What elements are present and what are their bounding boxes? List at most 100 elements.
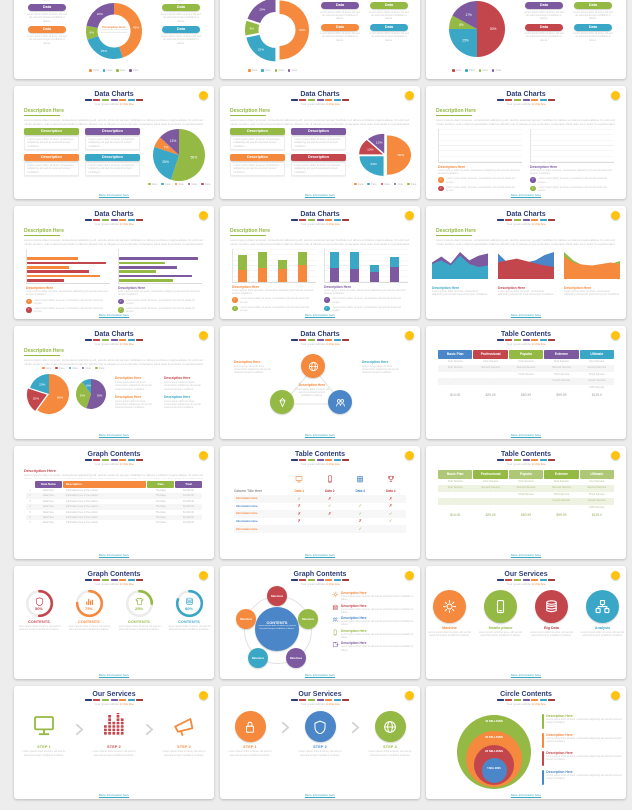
slide-thumbnail-17[interactable]: Graph Contents Your great subtitle in thi… — [220, 566, 420, 679]
slide-thumbnail-11[interactable]: Data Charts Your great subtitle in this l… — [220, 326, 420, 439]
data-pill[interactable]: Data — [321, 2, 359, 9]
description-list-item: Description Here Lorem ipsum dolor sit am… — [332, 641, 416, 651]
slide-thumbnail-14[interactable]: Table Contents Your great subtitle in thi… — [220, 446, 420, 559]
description-card[interactable]: Description Lorem ipsum dolor sit amet, c… — [230, 127, 285, 150]
service-item: Big Data Lorem ipsum dolor sit amet, elit… — [530, 590, 573, 643]
legend-item: Data — [161, 183, 171, 186]
service-item: Mobile phone Lorem ipsum dolor sit amet, … — [479, 590, 522, 643]
slide-thumbnail-7[interactable]: Data Charts Your great subtitle in this l… — [14, 206, 214, 319]
slide-footer-link[interactable]: More information here — [98, 792, 130, 797]
slide-footer-link[interactable]: More information here — [510, 432, 542, 437]
description-card[interactable]: Description Lorem ipsum dolor sit amet, c… — [24, 127, 79, 150]
slide-footer-link[interactable]: More information here — [98, 192, 130, 197]
legend-list-item: Description Here Lorem ipsum dolor sit am… — [542, 751, 622, 766]
data-pill[interactable]: Data — [28, 3, 66, 11]
svg-text:20%: 20% — [259, 8, 265, 12]
slide-corner-badge — [611, 91, 620, 100]
slide-footer-link[interactable]: More information here — [98, 432, 130, 437]
data-pill[interactable]: Data — [370, 2, 408, 9]
slide-corner-badge — [611, 451, 620, 460]
description-card[interactable]: Description Lorem ipsum dolor sit amet, c… — [291, 153, 346, 176]
heading-underline — [436, 114, 472, 117]
table-corner-label: Column Title Here — [234, 489, 263, 494]
svg-text:8%: 8% — [90, 30, 95, 34]
slide-footer-link[interactable]: More information here — [304, 432, 336, 437]
slide-title: Data Charts — [506, 90, 546, 98]
svg-text:8%: 8% — [459, 23, 464, 27]
slide-thumbnail-21[interactable]: Circle Contents Your great subtitle in th… — [426, 686, 626, 799]
slide-subtitle: Your great subtitle in this line — [94, 102, 134, 107]
legend-list-item: Description Here Lorem ipsum dolor sit am… — [542, 714, 622, 729]
description-card[interactable]: Description Lorem ipsum dolor sit amet, c… — [85, 153, 140, 176]
chart-caption-text: Lorem ipsum dolor sit amet, consectetur … — [530, 168, 612, 175]
slide-corner-badge — [405, 211, 414, 220]
data-pill[interactable]: Data — [162, 3, 200, 11]
slide-corner-badge — [611, 331, 620, 340]
description-card[interactable]: Description Lorem ipsum dolor sit amet, c… — [291, 127, 346, 150]
legend-item: Data — [89, 69, 99, 72]
slide-thumbnail-18[interactable]: Our Services Your great subtitle in this … — [426, 566, 626, 679]
check-mark-icon: ✓ — [388, 510, 393, 516]
slide-thumbnail-19[interactable]: Our Services Your great subtitle in this … — [14, 686, 214, 799]
data-pill[interactable]: Data — [574, 23, 612, 31]
slide-footer-link[interactable]: More information here — [510, 792, 542, 797]
svg-text:13%: 13% — [367, 148, 374, 152]
slide-thumbnail-4[interactable]: Data Charts Your great subtitle in this l… — [14, 86, 214, 199]
slide-thumbnail-16[interactable]: Graph Contents Your great subtitle in thi… — [14, 566, 214, 679]
slide-thumbnail-15[interactable]: Table Contents Your great subtitle in thi… — [426, 446, 626, 559]
slide-thumbnail-12[interactable]: Table Contents Your great subtitle in thi… — [426, 326, 626, 439]
slide-thumbnail-1[interactable]: Lorem ipsum dolor sit amet, elit sed do … — [14, 0, 214, 79]
slide-thumbnail-3[interactable]: 50% 25% 8% 17% Data Lorem ipsum dolor sit ame… — [426, 0, 626, 79]
pill-caption: Lorem ipsum dolor sit amet, elit sed do … — [161, 13, 201, 23]
heading-underline — [230, 234, 266, 237]
slide-footer-link[interactable]: More information here — [510, 552, 542, 557]
slide-header: Table Contents Your great subtitle in thi… — [426, 446, 626, 466]
area-chart-block: Description Here Lorem ipsum dolor sit am… — [432, 249, 488, 301]
slide-footer-link[interactable]: More information here — [304, 672, 336, 677]
data-pill[interactable]: Data — [28, 25, 66, 33]
table-row: 3 Data Here Information here in the column… — [29, 499, 194, 503]
table-price-row: $10.00 $29.00 $50.99 $99.99 $129.0 — [450, 512, 602, 517]
slide-title: Data Charts — [300, 330, 340, 338]
slide-footer-link[interactable]: More information here — [98, 672, 130, 677]
data-pill[interactable]: Data — [370, 23, 408, 31]
slide-footer-link[interactable]: More information here — [98, 312, 130, 317]
slide-footer-link[interactable]: More information here — [98, 552, 130, 557]
svg-text:7%: 7% — [164, 145, 169, 149]
db-icon — [332, 604, 338, 610]
data-pill[interactable]: Data — [162, 25, 200, 33]
data-pill[interactable]: Data — [574, 2, 612, 9]
description-card[interactable]: Description Lorem ipsum dolor sit amet, c… — [85, 127, 140, 150]
slide-thumbnail-2[interactable]: 50% 22% 8% 20% Data Lorem ipsum dolor sit ame… — [220, 0, 420, 79]
megaphone-icon — [174, 718, 194, 737]
check-bullet: ✓ Lorem ipsum dolor sit amet, consectetur… — [232, 297, 309, 304]
slide-thumbnail-9[interactable]: Data Charts Your great subtitle in this l… — [426, 206, 626, 319]
slide-footer-link[interactable]: More information here — [304, 792, 336, 797]
slide-footer-link[interactable]: More information here — [510, 672, 542, 677]
description-card[interactable]: Description Lorem ipsum dolor sit amet, c… — [230, 153, 285, 176]
slide-footer-link[interactable]: More information here — [510, 312, 542, 317]
slide-thumbnail-20[interactable]: Our Services Your great subtitle in this … — [220, 686, 420, 799]
slide-footer-link[interactable]: More information here — [304, 552, 336, 557]
donut-chart: 45% 25% 8% 22% — [86, 3, 142, 59]
body-paragraph: Lorem ipsum dolor sit amet, consectetur … — [230, 237, 410, 246]
title-underline-dashes — [220, 99, 420, 102]
data-pill[interactable]: Data — [321, 23, 359, 31]
slide-thumbnail-13[interactable]: Graph Contents Your great subtitle in thi… — [14, 446, 214, 559]
hbar-chart — [118, 248, 202, 285]
legend-item: Data — [491, 69, 501, 72]
data-pill[interactable]: Data — [525, 2, 563, 9]
slide-footer-link[interactable]: More information here — [510, 192, 542, 197]
slide-thumbnail-5[interactable]: Data Charts Your great subtitle in this l… — [220, 86, 420, 199]
slide-thumbnail-6[interactable]: Data Charts Your great subtitle in this l… — [426, 86, 626, 199]
slide-footer-link[interactable]: More information here — [304, 312, 336, 317]
description-card[interactable]: Description Lorem ipsum dolor sit amet, c… — [24, 153, 79, 176]
legend-item: Data — [248, 69, 257, 72]
table-row: Information Here ✗ ✓ ✓ ✗ — [234, 503, 406, 511]
chevron-right-icon — [145, 724, 153, 736]
slide-subtitle: Your great subtitle in this line — [300, 102, 340, 107]
slide-thumbnail-10[interactable]: Data Charts Your great subtitle in this l… — [14, 326, 214, 439]
slide-footer-link[interactable]: More information here — [304, 192, 336, 197]
data-pill[interactable]: Data — [525, 23, 563, 31]
slide-thumbnail-8[interactable]: Data Charts Your great subtitle in this l… — [220, 206, 420, 319]
